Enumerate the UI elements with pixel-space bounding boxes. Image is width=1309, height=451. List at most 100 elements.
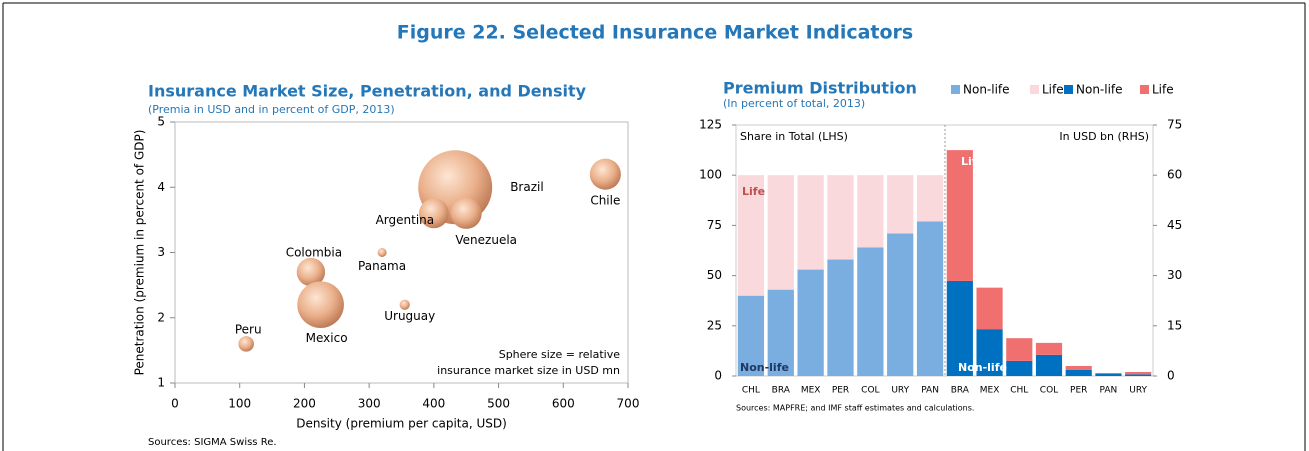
y2-tick-label: 0 (1167, 369, 1175, 383)
x-tick-label: CHL (742, 386, 760, 396)
x-axis-label: Density (premium per capita, USD) (296, 417, 507, 431)
bubble-label: Mexico (306, 331, 348, 345)
bar-segment (827, 259, 854, 376)
bubble (589, 158, 621, 190)
bubble-label: Chile (590, 194, 620, 208)
x-tick-label: COL (861, 386, 879, 396)
bar-segment (1006, 338, 1033, 361)
source: Sources: MAPFRE; and IMF staff estimates… (736, 404, 974, 413)
x-tick-label: 600 (552, 397, 575, 411)
y-axis-label: Penetration (premium in percent of GDP) (133, 130, 147, 376)
legend-swatch (1140, 85, 1149, 94)
bar-segment (1065, 369, 1092, 376)
x-tick-label: MEX (980, 386, 1000, 396)
y2-tick-label: 45 (1167, 218, 1182, 232)
x-tick-label: BRA (772, 386, 791, 396)
bar-segment (916, 175, 944, 222)
x-tick-label: PAN (1100, 386, 1118, 396)
bubble (399, 299, 410, 310)
chart-subtitle: (Premia in USD and in percent of GDP, 20… (148, 103, 395, 116)
y-tick-label: 3 (157, 245, 165, 259)
bubble (296, 257, 326, 287)
bar-segment (857, 247, 884, 376)
annotation: Life (742, 185, 765, 198)
x-tick-label: PER (1070, 386, 1087, 396)
annotation: insurance market size in USD mn (437, 364, 620, 377)
bubble-label: Venezuela (455, 233, 517, 247)
chart-title: Premium Distribution (723, 79, 917, 98)
x-tick-label: COL (1040, 386, 1058, 396)
bubble (238, 336, 254, 352)
bar-segment (1035, 354, 1063, 376)
annotation: Share in Total (LHS) (740, 130, 848, 143)
x-tick-label: URY (891, 386, 909, 396)
bubble-label: Uruguay (384, 309, 435, 323)
legend-swatch (951, 85, 960, 94)
bubble-label: Argentina (376, 213, 435, 227)
chart-title: Insurance Market Size, Penetration, and … (148, 82, 587, 101)
annotation: Non-life (958, 361, 1007, 374)
x-tick-label: 0 (171, 397, 179, 411)
annotation: Sphere size = relative (499, 348, 621, 361)
annotation: Non-life (740, 361, 789, 374)
y2-tick-label: 15 (1167, 318, 1182, 332)
bar-segment (1125, 371, 1152, 375)
bar-segment (916, 221, 944, 376)
bar-segment (797, 269, 824, 376)
x-tick-label: 700 (617, 397, 640, 411)
x-tick-label: 300 (358, 397, 381, 411)
bubble (418, 198, 449, 229)
y-tick-label: 2 (157, 310, 165, 324)
bar-segment (767, 289, 794, 376)
bar-segment (946, 150, 973, 281)
y-tick-label: 0 (714, 369, 722, 383)
bubble-label: Panama (358, 259, 406, 273)
annotation: Life (961, 155, 984, 168)
bar-segment (1095, 372, 1122, 374)
bubble-label: Brazil (510, 180, 544, 194)
y2-tick-label: 60 (1167, 168, 1182, 182)
bar-segment (857, 175, 884, 248)
bar-segment (1035, 342, 1063, 355)
chart-subtitle: (In percent of total, 2013) (723, 97, 865, 110)
y-tick-label: 1 (157, 376, 165, 390)
y-tick-label: 100 (699, 168, 722, 182)
y2-tick-label: 75 (1167, 118, 1182, 132)
source: Sources: SIGMA Swiss Re. (148, 437, 277, 448)
bar-segment (737, 295, 765, 376)
bar-segment (1125, 374, 1152, 376)
bubble (297, 281, 344, 329)
legend-label: Non-life (1076, 83, 1123, 97)
annotation: In USD bn (RHS) (1059, 130, 1149, 143)
y-tick-label: 4 (157, 180, 165, 194)
y-tick-label: 5 (157, 115, 165, 129)
bar-segment (1065, 365, 1092, 370)
x-tick-label: URY (1129, 386, 1147, 396)
y-tick-label: 25 (707, 318, 722, 332)
x-tick-label: MEX (801, 386, 821, 396)
bubble (450, 197, 482, 229)
bubble-label: Peru (235, 322, 262, 336)
bar-segment (946, 280, 973, 376)
bar-segment (827, 175, 854, 260)
figure-title: Figure 22. Selected Insurance Market Ind… (397, 22, 914, 44)
bar-segment (767, 175, 794, 290)
legend-swatch (1030, 85, 1039, 94)
bar-segment (976, 329, 1003, 376)
x-tick-label: CHL (1010, 386, 1028, 396)
bar-segment (737, 175, 765, 296)
bar-segment (1006, 360, 1033, 376)
y-tick-label: 125 (699, 118, 722, 132)
bubble-label: Colombia (286, 246, 342, 260)
x-tick-label: 100 (228, 397, 251, 411)
bar-segment (887, 233, 914, 376)
x-tick-label: PAN (921, 386, 939, 396)
bar-segment (976, 287, 1003, 330)
legend-label: Life (1042, 83, 1064, 97)
legend-label: Non-life (963, 83, 1010, 97)
x-tick-label: 200 (293, 397, 316, 411)
bar-segment (1095, 373, 1122, 376)
bar-segment (797, 175, 824, 270)
bar-segment (887, 175, 914, 234)
